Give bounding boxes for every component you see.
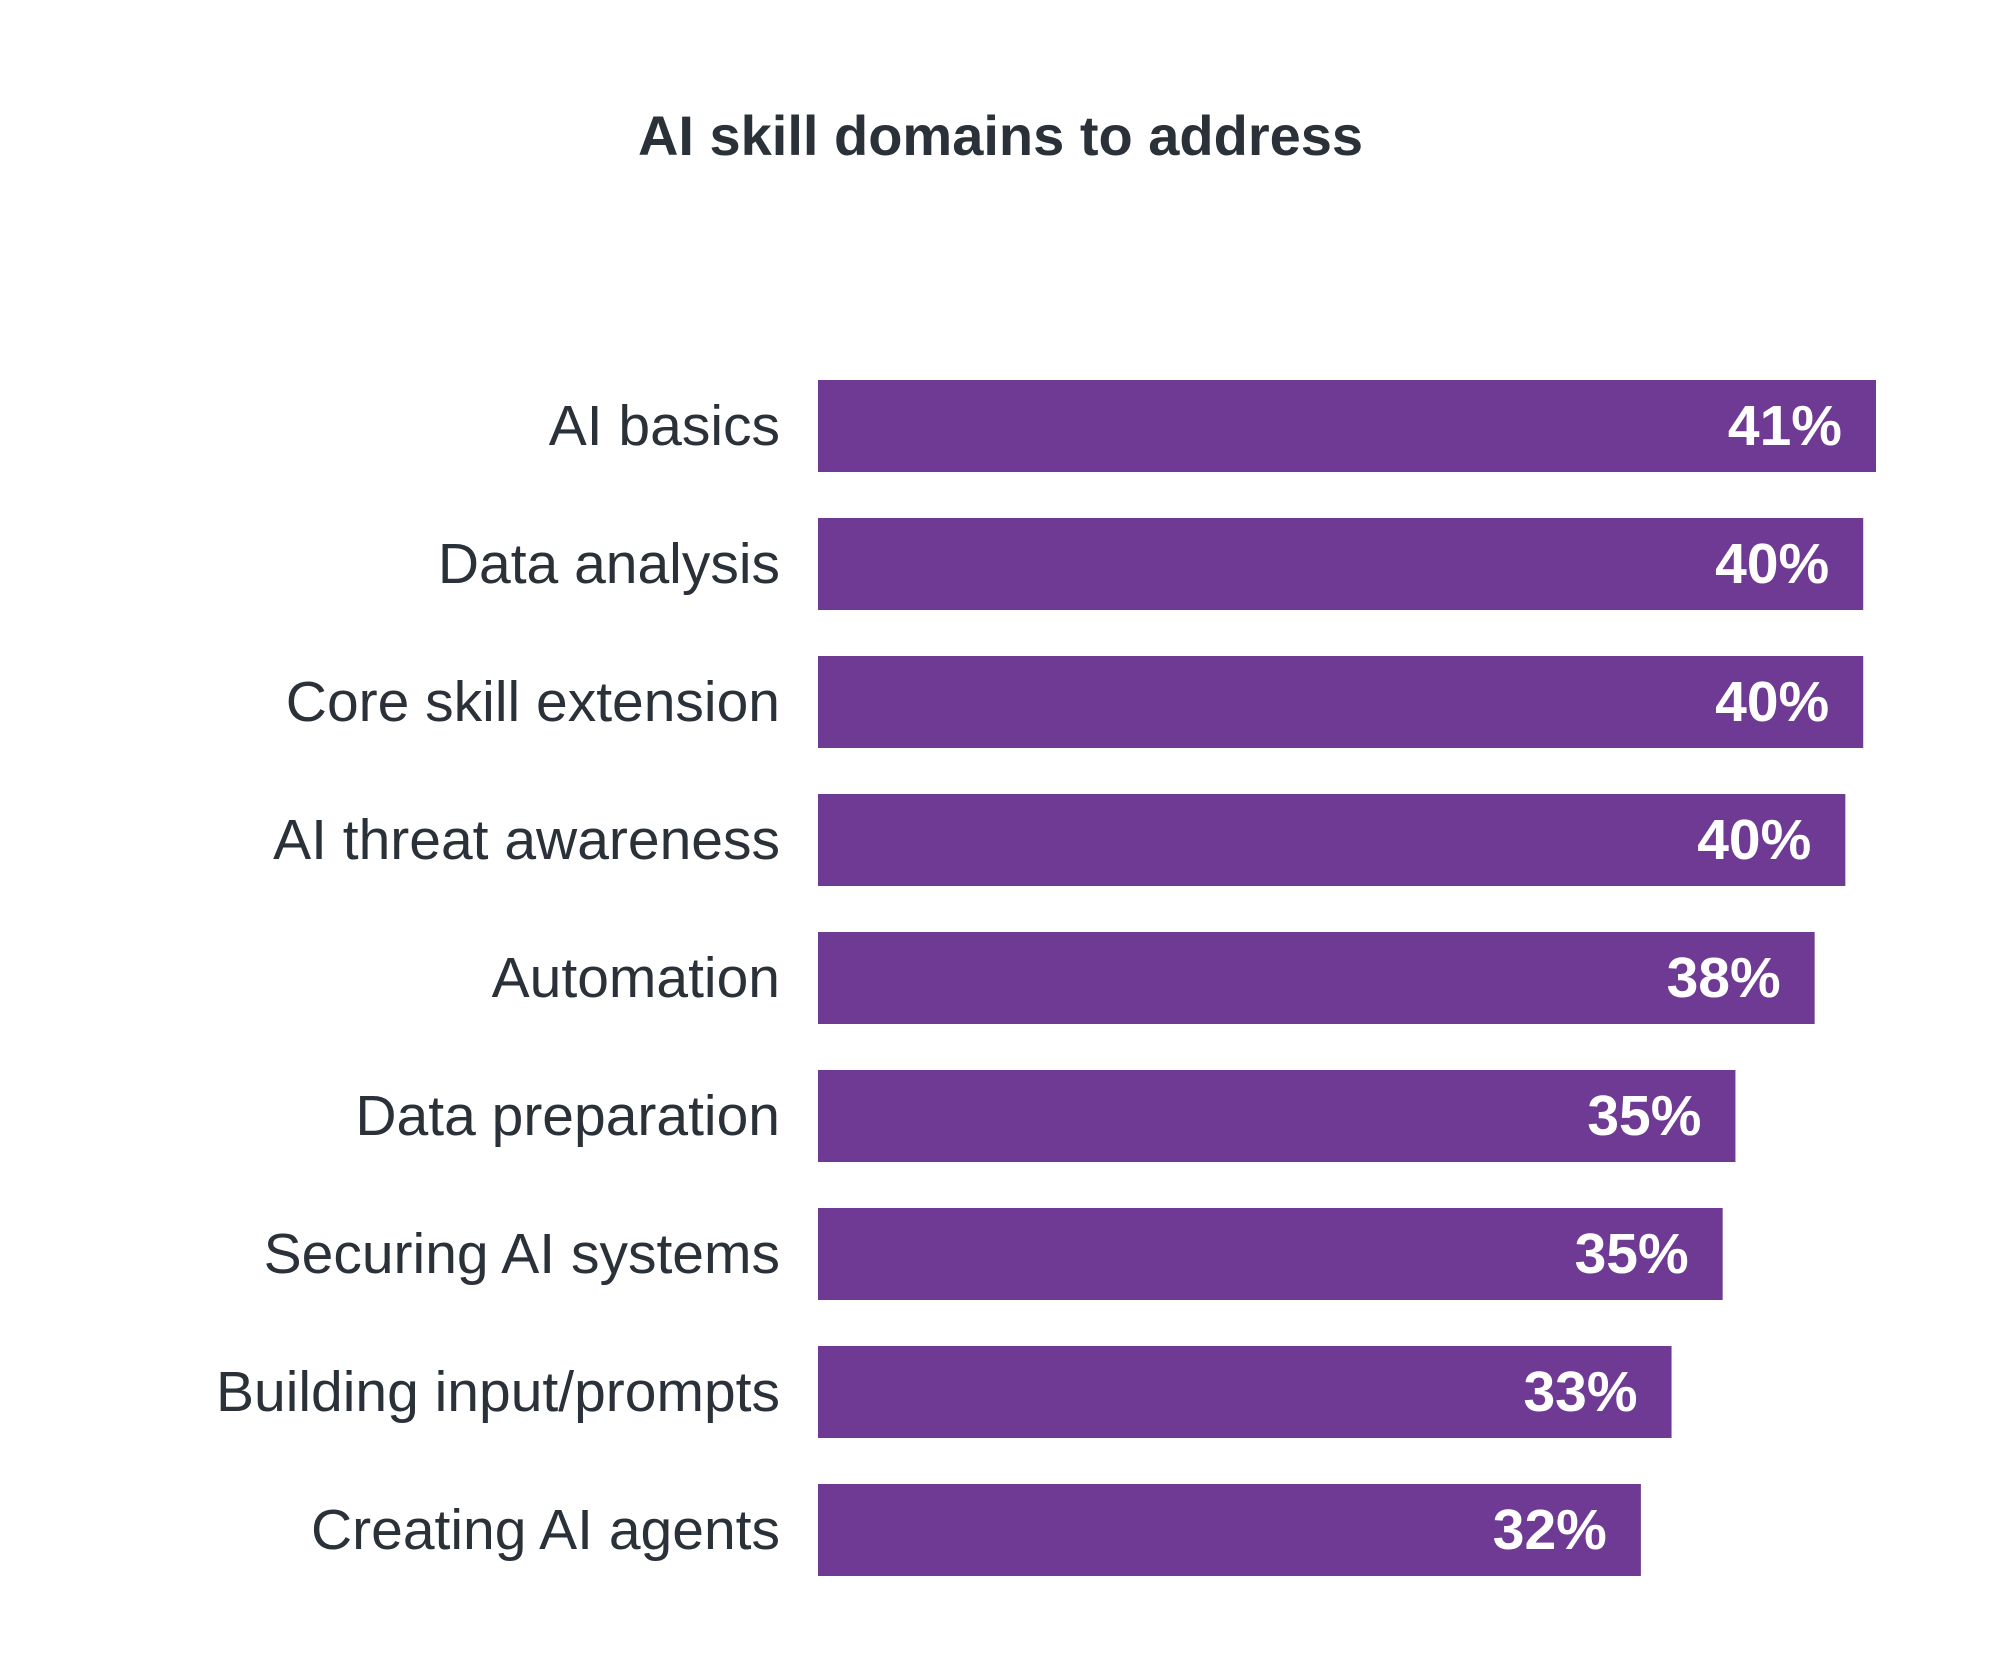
value-labels: 41% 40% 40% 40% 38% 35% 35% 33% 32% [1493,394,1842,1562]
category-label: Core skill extension [286,670,780,734]
value-label: 40% [1715,670,1829,734]
bar [818,380,1876,472]
bar [818,794,1846,886]
category-label: Securing AI systems [264,1222,780,1286]
bar [818,932,1815,1024]
bars-layer [818,380,1876,1576]
bar [818,1208,1723,1300]
bar [818,518,1864,610]
bar [818,656,1864,748]
value-label: 41% [1728,394,1842,458]
value-label: 38% [1667,946,1781,1010]
category-label: Data preparation [355,1084,780,1148]
value-label: 35% [1587,1084,1701,1148]
category-labels: AI basics Data analysis Core skill extensi… [216,394,780,1562]
category-label: AI basics [549,394,780,458]
value-label: 40% [1715,532,1829,596]
value-label: 40% [1697,808,1811,872]
bar [818,1346,1672,1438]
value-label: 33% [1523,1360,1637,1424]
category-label: AI threat awareness [273,808,780,872]
bar [818,1070,1736,1162]
category-label: Data analysis [438,532,780,596]
category-label: Building input/prompts [216,1360,780,1424]
value-label: 32% [1493,1498,1607,1562]
category-label: Creating AI agents [311,1498,780,1562]
chart-title: AI skill domains to address [637,104,1364,167]
bar [818,1484,1641,1576]
value-label: 35% [1575,1222,1689,1286]
category-label: Automation [492,946,780,1010]
